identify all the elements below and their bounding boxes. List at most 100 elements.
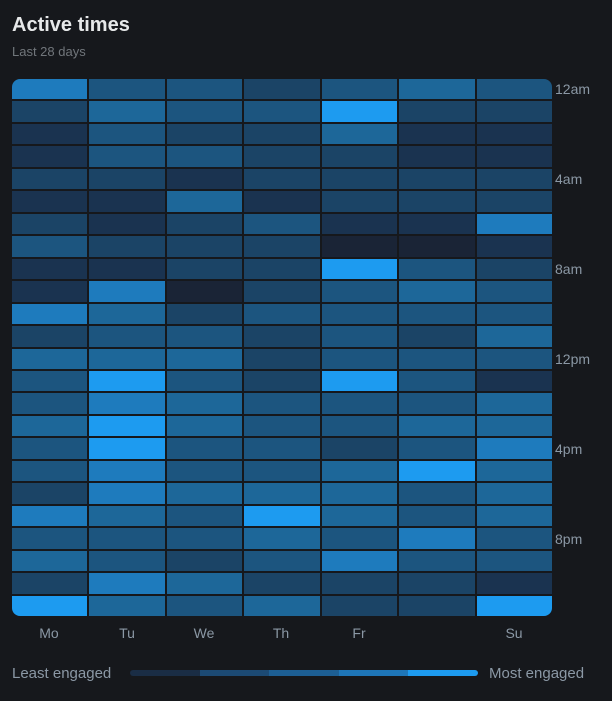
heatmap-cell[interactable] xyxy=(321,213,398,235)
heatmap-cell[interactable] xyxy=(399,528,475,549)
heatmap-cell[interactable] xyxy=(89,326,165,347)
heatmap-cell[interactable] xyxy=(12,258,88,280)
heatmap-cell[interactable] xyxy=(321,168,398,190)
heatmap-cell[interactable] xyxy=(12,595,88,616)
heatmap-cell[interactable] xyxy=(476,483,552,504)
heatmap-cell[interactable] xyxy=(476,550,552,572)
heatmap-cell[interactable] xyxy=(89,415,165,437)
heatmap-cell[interactable] xyxy=(244,438,320,459)
heatmap-cell[interactable] xyxy=(89,281,165,302)
heatmap-cell[interactable] xyxy=(244,191,320,212)
heatmap-cell[interactable] xyxy=(399,505,475,527)
heatmap-cell[interactable] xyxy=(244,393,320,414)
heatmap-cell[interactable] xyxy=(166,236,243,257)
heatmap-cell[interactable] xyxy=(89,101,165,122)
heatmap-cell[interactable] xyxy=(166,281,243,302)
heatmap-cell[interactable] xyxy=(12,281,88,302)
heatmap-cell[interactable] xyxy=(166,370,243,392)
heatmap-cell[interactable] xyxy=(166,123,243,145)
heatmap-cell[interactable] xyxy=(476,101,552,122)
heatmap-cell[interactable] xyxy=(321,303,398,325)
heatmap-cell[interactable] xyxy=(166,573,243,594)
heatmap-cell[interactable] xyxy=(476,213,552,235)
heatmap-cell[interactable] xyxy=(476,281,552,302)
heatmap-cell[interactable] xyxy=(321,326,398,347)
heatmap-cell[interactable] xyxy=(244,326,320,347)
heatmap-cell[interactable] xyxy=(12,213,88,235)
heatmap-cell[interactable] xyxy=(12,438,88,459)
heatmap-cell[interactable] xyxy=(12,573,88,594)
heatmap-cell[interactable] xyxy=(321,573,398,594)
heatmap-cell[interactable] xyxy=(244,550,320,572)
heatmap-cell[interactable] xyxy=(89,550,165,572)
heatmap-cell[interactable] xyxy=(321,438,398,459)
heatmap-cell[interactable] xyxy=(89,146,165,167)
heatmap-cell[interactable] xyxy=(89,123,165,145)
heatmap-cell[interactable] xyxy=(476,79,552,100)
heatmap-cell[interactable] xyxy=(321,79,398,100)
heatmap-cell[interactable] xyxy=(476,258,552,280)
heatmap-cell[interactable] xyxy=(399,236,475,257)
heatmap-cell[interactable] xyxy=(166,326,243,347)
heatmap-cell[interactable] xyxy=(321,101,398,122)
heatmap-cell[interactable] xyxy=(244,528,320,549)
heatmap-cell[interactable] xyxy=(12,483,88,504)
heatmap-cell[interactable] xyxy=(12,191,88,212)
heatmap-cell[interactable] xyxy=(166,168,243,190)
heatmap-cell[interactable] xyxy=(399,370,475,392)
heatmap-cell[interactable] xyxy=(244,123,320,145)
heatmap-cell[interactable] xyxy=(476,326,552,347)
heatmap-cell[interactable] xyxy=(476,123,552,145)
heatmap-cell[interactable] xyxy=(12,505,88,527)
heatmap-cell[interactable] xyxy=(12,415,88,437)
heatmap-cell[interactable] xyxy=(89,168,165,190)
heatmap-cell[interactable] xyxy=(476,236,552,257)
heatmap-cell[interactable] xyxy=(321,393,398,414)
heatmap-cell[interactable] xyxy=(476,415,552,437)
heatmap-cell[interactable] xyxy=(399,258,475,280)
heatmap-cell[interactable] xyxy=(399,438,475,459)
heatmap-cell[interactable] xyxy=(166,393,243,414)
heatmap-cell[interactable] xyxy=(321,236,398,257)
heatmap-cell[interactable] xyxy=(12,79,88,100)
heatmap-cell[interactable] xyxy=(12,123,88,145)
heatmap-cell[interactable] xyxy=(89,393,165,414)
heatmap-cell[interactable] xyxy=(399,213,475,235)
heatmap-cell[interactable] xyxy=(321,146,398,167)
heatmap-cell[interactable] xyxy=(244,258,320,280)
heatmap-cell[interactable] xyxy=(166,101,243,122)
heatmap-cell[interactable] xyxy=(476,595,552,616)
heatmap-cell[interactable] xyxy=(399,415,475,437)
heatmap-cell[interactable] xyxy=(166,438,243,459)
heatmap-cell[interactable] xyxy=(89,236,165,257)
heatmap-cell[interactable] xyxy=(89,528,165,549)
heatmap-cell[interactable] xyxy=(89,370,165,392)
heatmap-cell[interactable] xyxy=(89,348,165,369)
heatmap-cell[interactable] xyxy=(12,146,88,167)
heatmap-cell[interactable] xyxy=(244,168,320,190)
heatmap-cell[interactable] xyxy=(321,505,398,527)
heatmap-cell[interactable] xyxy=(321,483,398,504)
heatmap-cell[interactable] xyxy=(399,483,475,504)
heatmap-cell[interactable] xyxy=(399,573,475,594)
heatmap-cell[interactable] xyxy=(166,79,243,100)
heatmap-cell[interactable] xyxy=(89,460,165,482)
heatmap-cell[interactable] xyxy=(12,236,88,257)
heatmap-cell[interactable] xyxy=(244,236,320,257)
heatmap-cell[interactable] xyxy=(476,370,552,392)
heatmap-cell[interactable] xyxy=(399,168,475,190)
heatmap-cell[interactable] xyxy=(166,415,243,437)
heatmap-cell[interactable] xyxy=(244,303,320,325)
heatmap-cell[interactable] xyxy=(244,213,320,235)
heatmap-cell[interactable] xyxy=(166,348,243,369)
heatmap-cell[interactable] xyxy=(12,550,88,572)
heatmap-cell[interactable] xyxy=(399,303,475,325)
heatmap-cell[interactable] xyxy=(244,101,320,122)
heatmap-cell[interactable] xyxy=(476,348,552,369)
heatmap-cell[interactable] xyxy=(321,415,398,437)
heatmap-cell[interactable] xyxy=(89,303,165,325)
heatmap-cell[interactable] xyxy=(166,550,243,572)
heatmap-cell[interactable] xyxy=(399,326,475,347)
heatmap-cell[interactable] xyxy=(321,348,398,369)
heatmap-cell[interactable] xyxy=(244,460,320,482)
